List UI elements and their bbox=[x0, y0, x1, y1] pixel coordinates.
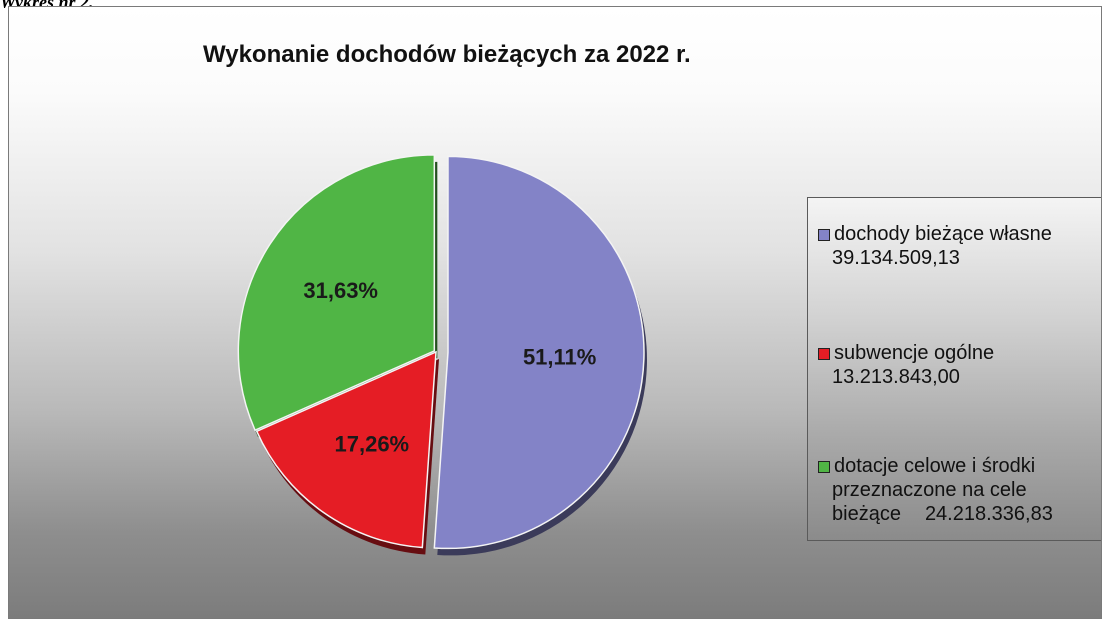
pie-slice-label-2: 17,26% bbox=[335, 431, 410, 456]
legend-amount: 13.213.843,00 bbox=[832, 366, 960, 388]
legend-amount: 39.134.509,13 bbox=[832, 247, 960, 269]
legend: dochody bieżące własne 39.134.509,13 sub… bbox=[807, 197, 1101, 541]
pie-chart: 51,11% 17,26% 31,63% bbox=[237, 154, 647, 556]
chart-title: Wykonanie dochodów bieżących za 2022 r. bbox=[203, 41, 691, 68]
legend-label-line-2: przeznaczone na cele bbox=[832, 479, 1027, 501]
legend-label: subwencje ogólne bbox=[834, 342, 995, 364]
chart-area: Wykonanie dochodów bieżących za 2022 r. … bbox=[8, 6, 1102, 619]
legend-label-line-3: bieżące 24.218.336,83 bbox=[818, 502, 1053, 526]
pie-slice-3 bbox=[237, 154, 436, 432]
legend-swatch bbox=[818, 461, 830, 473]
legend-item-dochody: dochody bieżące własne 39.134.509,13 bbox=[818, 222, 1052, 270]
legend-item-dotacje: dotacje celowe i środki przeznaczone na … bbox=[818, 454, 1053, 526]
legend-label: dochody bieżące własne bbox=[834, 223, 1052, 245]
legend-swatch bbox=[818, 229, 830, 241]
legend-label: dotacje celowe i środki bbox=[834, 455, 1036, 477]
legend-item-subwencje: subwencje ogólne 13.213.843,00 bbox=[818, 341, 994, 389]
pie-slice-label-3: 31,63% bbox=[303, 278, 378, 303]
legend-swatch bbox=[818, 348, 830, 360]
legend-label-line-3-text: bieżące bbox=[832, 503, 901, 525]
pie-slice-1 bbox=[433, 155, 645, 550]
legend-amount: 24.218.336,83 bbox=[924, 503, 1053, 525]
pie-slice-label-1: 51,11% bbox=[523, 344, 596, 369]
pie-slice-2 bbox=[255, 350, 437, 549]
